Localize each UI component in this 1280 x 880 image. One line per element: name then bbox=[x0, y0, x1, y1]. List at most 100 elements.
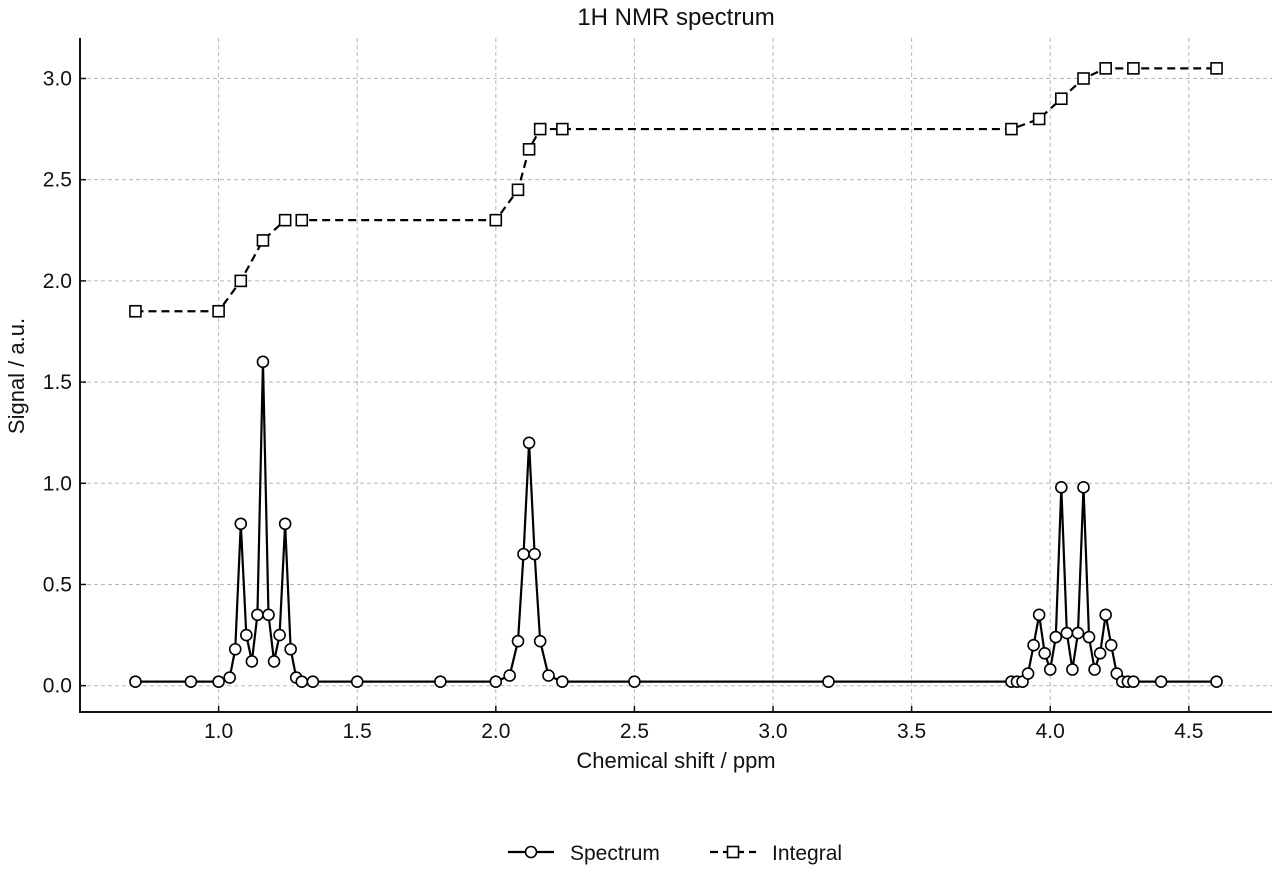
spectrum-point bbox=[1154, 675, 1168, 688]
spectrum-point bbox=[267, 655, 281, 668]
integral-point bbox=[1077, 72, 1090, 85]
spectrum-point bbox=[522, 436, 536, 450]
x-tick-label: 3.0 bbox=[758, 720, 787, 743]
spectrum-point bbox=[184, 675, 198, 688]
spectrum-point bbox=[228, 642, 242, 656]
spectrum-point bbox=[1066, 663, 1079, 676]
spectrum-point bbox=[533, 634, 547, 648]
integral-point bbox=[1032, 112, 1046, 126]
spectrum-point bbox=[1093, 647, 1107, 660]
spectrum-point bbox=[1032, 608, 1046, 622]
legend-label-spectrum: Spectrum bbox=[570, 842, 660, 865]
spectrum-point bbox=[284, 642, 297, 656]
legend: Spectrum Integral bbox=[508, 842, 842, 865]
spectrum-point bbox=[822, 675, 835, 688]
spectrum-point bbox=[556, 675, 569, 688]
integral-point bbox=[1055, 92, 1068, 106]
spectrum-point bbox=[256, 355, 270, 369]
integral-point bbox=[1210, 62, 1223, 75]
spectrum-point bbox=[511, 634, 525, 648]
spectrum-point bbox=[245, 655, 259, 668]
spectrum-point bbox=[1049, 630, 1063, 644]
x-axis-title: Chemical shift / ppm bbox=[576, 748, 775, 773]
spectrum-point bbox=[240, 628, 253, 642]
spectrum-point bbox=[503, 669, 516, 682]
spectrum-series bbox=[129, 355, 1223, 688]
spectrum-point bbox=[223, 671, 236, 684]
spectrum-point bbox=[1043, 663, 1057, 676]
legend-marker-spectrum bbox=[524, 845, 538, 859]
spectrum-point bbox=[489, 675, 503, 688]
integral-point bbox=[489, 213, 503, 227]
spectrum-point bbox=[1104, 638, 1118, 652]
legend-item-spectrum: Spectrum bbox=[508, 842, 660, 865]
y-tick-label: 2.0 bbox=[43, 270, 72, 293]
spectrum-point bbox=[434, 675, 447, 688]
spectrum-point bbox=[528, 547, 541, 561]
y-tick-label: 3.0 bbox=[43, 67, 72, 90]
data-series bbox=[129, 62, 1223, 688]
spectrum-point bbox=[1099, 608, 1112, 622]
spectrum-point bbox=[628, 675, 641, 688]
spectrum-point bbox=[517, 547, 530, 561]
spectrum-point bbox=[1060, 626, 1074, 640]
x-tick-label: 2.0 bbox=[481, 720, 510, 743]
spectrum-point bbox=[129, 675, 142, 688]
spectrum-point bbox=[234, 517, 248, 531]
integral-point bbox=[256, 234, 270, 247]
x-tick-label: 2.5 bbox=[620, 720, 649, 743]
spectrum-point bbox=[1055, 481, 1068, 494]
chart-title: 1H NMR spectrum bbox=[577, 4, 774, 31]
spectrum-point bbox=[1027, 638, 1040, 652]
integral-point bbox=[1005, 122, 1018, 136]
spectrum-point bbox=[1038, 647, 1051, 660]
spectrum-point bbox=[350, 675, 364, 688]
y-tick-label: 0.0 bbox=[43, 675, 72, 698]
spectrum-point bbox=[251, 608, 264, 622]
spectrum-point bbox=[1077, 481, 1090, 494]
spectrum-point bbox=[278, 517, 292, 531]
spectrum-point bbox=[295, 675, 309, 688]
integral-point bbox=[234, 274, 248, 288]
integral-point bbox=[212, 304, 225, 318]
integral-point bbox=[1127, 62, 1140, 75]
y-tick-label: 2.5 bbox=[43, 169, 72, 192]
spectrum-point bbox=[1021, 667, 1035, 680]
spectrum-point bbox=[1071, 626, 1085, 640]
spectrum-point bbox=[212, 675, 225, 688]
y-tick-label: 1.5 bbox=[43, 371, 72, 394]
x-tick-label: 1.0 bbox=[204, 720, 233, 743]
spectrum-point bbox=[262, 608, 275, 622]
spectrum-point bbox=[542, 669, 555, 682]
spectrum-point bbox=[1082, 630, 1096, 644]
integral-line bbox=[135, 67, 1217, 313]
integral-point bbox=[1099, 62, 1112, 75]
integral-point bbox=[278, 213, 292, 227]
tick-labels: 1.0 1.5 2.0 2.5 3.0 3.5 4.0 4.5 0.0 0.5 1.0 1.5 2.0 2… bbox=[43, 67, 1204, 743]
x-tick-label: 3.5 bbox=[897, 720, 926, 743]
x-tick-label: 4.0 bbox=[1036, 720, 1065, 743]
spectrum-point bbox=[1210, 675, 1223, 688]
axes bbox=[79, 38, 1272, 713]
integral-point bbox=[556, 122, 569, 136]
y-tick-label: 1.0 bbox=[43, 472, 72, 495]
x-tick-label: 1.5 bbox=[343, 720, 372, 743]
x-tick-label: 4.5 bbox=[1174, 720, 1203, 743]
integral-point bbox=[511, 183, 525, 197]
legend-marker-integral bbox=[726, 845, 740, 859]
integral-point bbox=[533, 122, 547, 136]
legend-item-integral: Integral bbox=[710, 842, 842, 865]
y-tick-label: 0.5 bbox=[43, 573, 72, 596]
integral-series bbox=[129, 62, 1223, 318]
spectrum-point bbox=[306, 675, 320, 688]
spectrum-point bbox=[1127, 675, 1140, 688]
y-axis-title: Signal / a.u. bbox=[4, 318, 29, 434]
legend-label-integral: Integral bbox=[772, 842, 842, 865]
integral-point bbox=[522, 143, 536, 156]
integral-point bbox=[129, 304, 142, 318]
spectrum-point bbox=[1088, 663, 1101, 676]
integral-point bbox=[295, 213, 309, 227]
spectrum-point bbox=[273, 628, 286, 642]
